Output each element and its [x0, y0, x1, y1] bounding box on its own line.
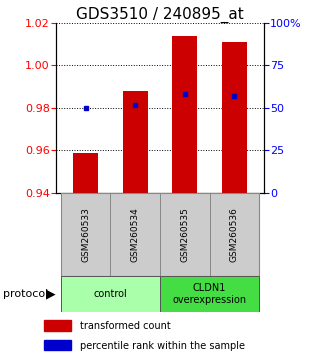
- Text: GSM260534: GSM260534: [131, 207, 140, 262]
- Bar: [123, 91, 148, 193]
- Text: control: control: [94, 289, 127, 299]
- Bar: [222, 42, 247, 193]
- Bar: [61, 193, 110, 276]
- Title: GDS3510 / 240895_at: GDS3510 / 240895_at: [76, 7, 244, 23]
- Bar: [73, 153, 98, 193]
- Bar: [44, 320, 71, 331]
- Bar: [160, 193, 210, 276]
- Text: protocol: protocol: [3, 289, 48, 299]
- Text: CLDN1
overexpression: CLDN1 overexpression: [172, 283, 247, 305]
- Bar: [61, 276, 160, 312]
- Bar: [110, 193, 160, 276]
- Bar: [44, 339, 71, 350]
- Text: GSM260533: GSM260533: [81, 207, 90, 262]
- Text: GSM260536: GSM260536: [230, 207, 239, 262]
- Text: transformed count: transformed count: [80, 321, 171, 331]
- Text: ▶: ▶: [46, 287, 56, 300]
- Text: percentile rank within the sample: percentile rank within the sample: [80, 341, 245, 350]
- Bar: [210, 193, 259, 276]
- Bar: [172, 36, 197, 193]
- Text: GSM260535: GSM260535: [180, 207, 189, 262]
- Bar: [160, 276, 259, 312]
